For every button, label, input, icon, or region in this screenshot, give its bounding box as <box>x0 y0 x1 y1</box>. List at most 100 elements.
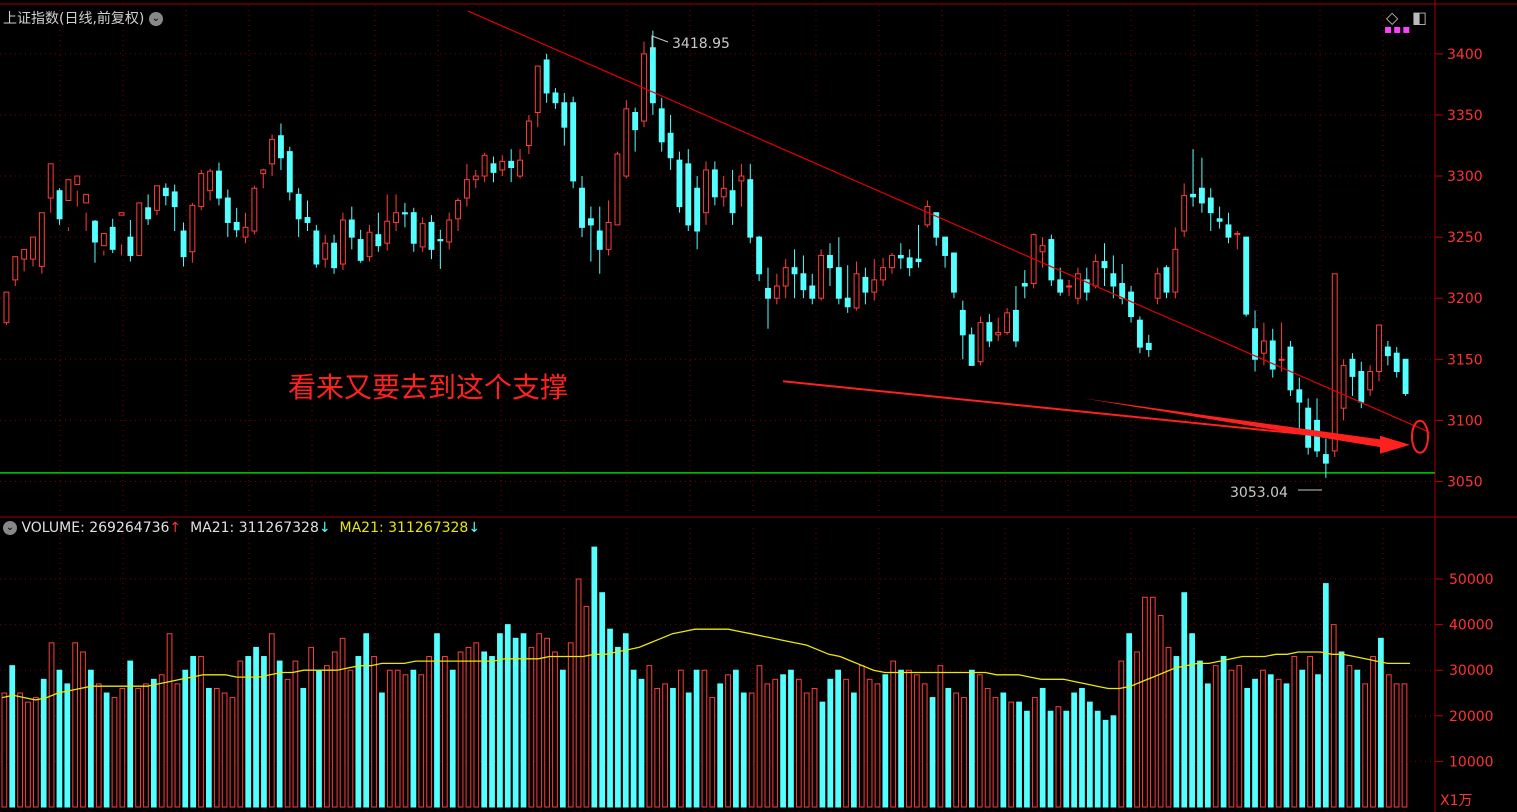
volume-bar <box>418 674 425 808</box>
volume-bar <box>504 624 511 808</box>
volume-bar <box>347 669 354 808</box>
volume-bar <box>355 656 362 808</box>
panel-toggle-icon[interactable]: ◧ <box>1412 8 1428 27</box>
candle-body <box>1190 193 1196 198</box>
volume-bar <box>1385 674 1392 808</box>
candle-body <box>951 252 957 293</box>
volume-bar <box>363 633 370 808</box>
volume-bar <box>1338 651 1345 808</box>
volume-bar <box>339 637 346 808</box>
volume-bar <box>520 633 527 808</box>
candle-body <box>711 169 718 198</box>
candle-body <box>295 193 302 220</box>
volume-bar <box>72 642 79 808</box>
diamond-icon[interactable]: ◇ <box>1386 8 1399 27</box>
candle-body <box>897 254 904 259</box>
volume-bar <box>1307 656 1313 808</box>
candle-body <box>83 193 90 204</box>
candle-body <box>65 179 72 201</box>
dots-icon[interactable]: ▪▪▪ <box>1384 22 1412 36</box>
volume-bar <box>25 701 31 808</box>
candle-body <box>92 220 98 243</box>
candle-body <box>127 236 134 256</box>
volume-bar <box>497 633 503 808</box>
volume-bar <box>591 546 598 808</box>
candle-body <box>525 120 532 146</box>
volume-bar <box>1370 656 1376 808</box>
candle-body <box>224 197 231 223</box>
volume-bar <box>473 642 480 808</box>
volume-bar <box>1008 701 1015 808</box>
candle-body <box>154 185 160 211</box>
volume-bar <box>1094 710 1101 808</box>
candle-body <box>649 47 656 104</box>
volume-bar <box>733 669 739 808</box>
volume-bar <box>1244 687 1251 808</box>
volume-bar <box>245 656 252 808</box>
volume-bar <box>324 665 330 808</box>
candle-body <box>74 175 81 186</box>
volume-bar <box>835 669 842 808</box>
volume-bar <box>788 669 794 808</box>
volume-bar <box>756 665 763 808</box>
candle-body <box>942 236 949 256</box>
candle-body <box>915 258 922 263</box>
volume-bar <box>552 651 558 808</box>
volume-bar <box>190 656 197 808</box>
volume-bar <box>827 678 834 808</box>
candle-body <box>1322 454 1329 464</box>
candle-body <box>667 132 674 159</box>
chevron-down-icon[interactable]: ⌄ <box>3 521 17 535</box>
trend-line <box>467 10 1431 434</box>
volume-bar <box>528 646 535 808</box>
price-tick-label: 3300 <box>1447 169 1483 185</box>
volume-bar <box>1346 665 1353 808</box>
candle-body <box>1092 261 1099 287</box>
volume-bar <box>1291 656 1298 808</box>
volume-bar <box>1252 678 1258 808</box>
volume-bar <box>858 665 865 808</box>
candle-body <box>1039 245 1046 253</box>
candle-body <box>1260 340 1267 354</box>
candle-body <box>703 169 709 214</box>
candle-body <box>676 159 683 208</box>
price-tick-label: 3350 <box>1447 108 1483 124</box>
volume-bar <box>150 678 157 808</box>
unit-label: X1万 <box>1440 793 1473 809</box>
candle-body <box>21 248 28 260</box>
candle-body <box>339 219 346 265</box>
candle-body <box>1083 279 1090 293</box>
candle-body <box>198 173 205 208</box>
candle-body <box>552 92 559 104</box>
volume-bar <box>229 697 236 808</box>
candle-body <box>481 154 488 177</box>
candle-body <box>136 202 143 256</box>
candle-body <box>375 234 382 247</box>
volume-bar <box>32 697 39 808</box>
volume-bar <box>426 656 432 808</box>
candle-body <box>1384 346 1391 357</box>
volume-bar <box>1110 715 1117 808</box>
volume-bar <box>670 687 676 808</box>
high-pointer <box>651 35 669 52</box>
volume-bar <box>300 687 307 808</box>
volume-bar <box>410 669 417 808</box>
volume-bar <box>1142 596 1148 808</box>
volume-bar <box>449 669 456 808</box>
volume-tick-label: 20000 <box>1449 709 1494 725</box>
candle-body <box>596 230 603 250</box>
candle-body <box>561 102 568 128</box>
candle-body <box>835 267 842 299</box>
volume-bar <box>1189 633 1195 808</box>
candle-body <box>738 175 745 182</box>
volume-bar <box>1378 637 1384 808</box>
volume-bar <box>937 665 944 808</box>
volume-bar <box>489 656 495 808</box>
candle-body <box>1393 352 1400 373</box>
candle-body <box>1358 371 1365 403</box>
volume-bar <box>56 669 63 808</box>
candle-body <box>614 153 621 226</box>
candle-body <box>180 230 187 258</box>
chevron-down-icon[interactable]: ⌄ <box>148 12 163 26</box>
